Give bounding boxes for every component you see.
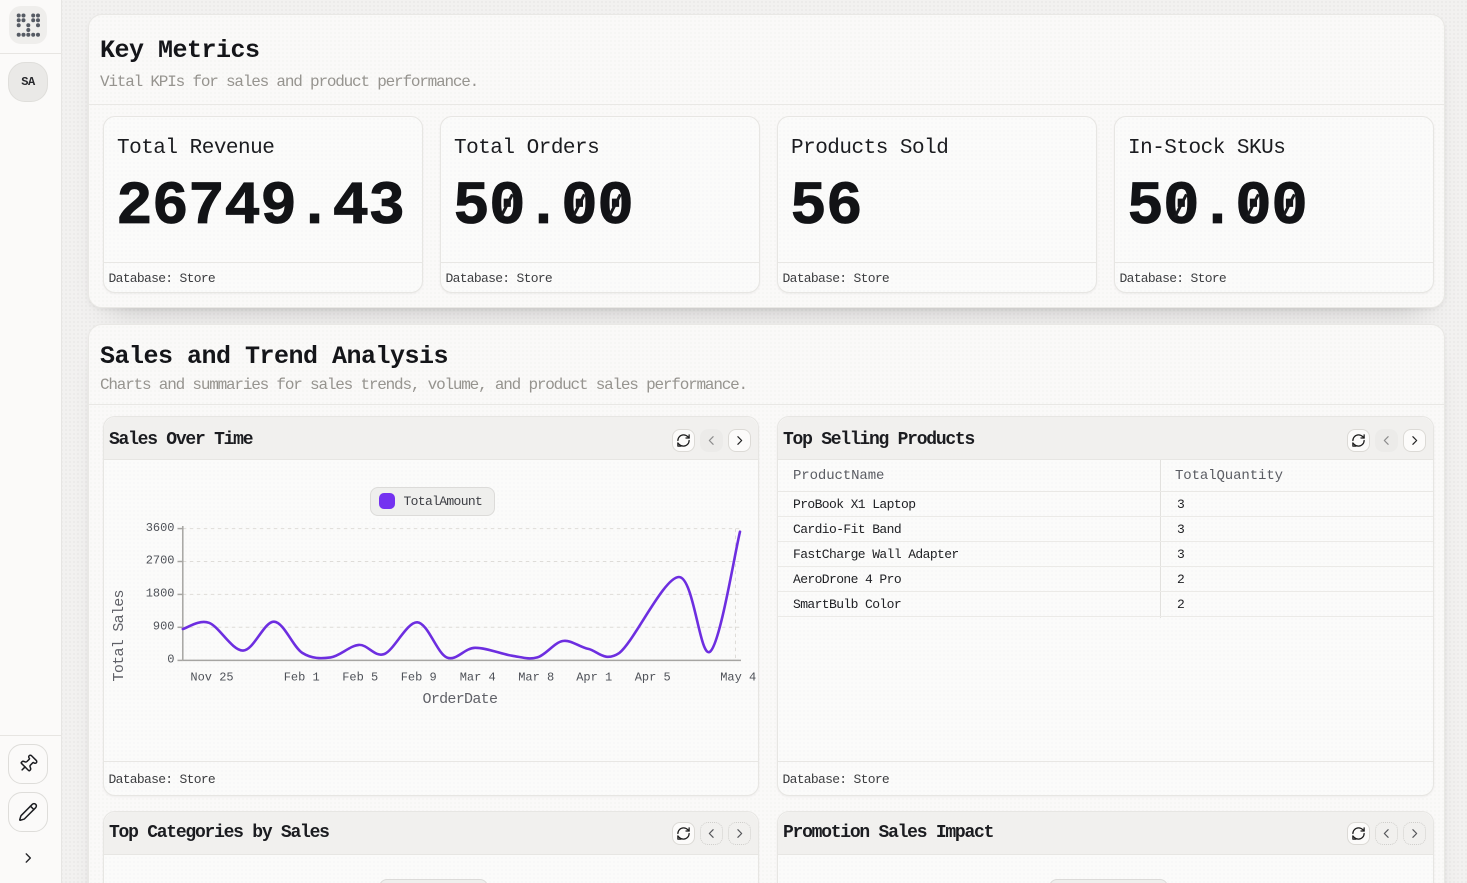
svg-text:Apr 5: Apr 5	[635, 671, 671, 685]
svg-text:Nov 25: Nov 25	[190, 671, 233, 685]
svg-text:OrderDate: OrderDate	[423, 691, 498, 708]
svg-text:0: 0	[167, 652, 174, 666]
svg-text:Apr 1: Apr 1	[576, 671, 612, 685]
svg-text:Feb 5: Feb 5	[342, 671, 378, 685]
svg-text:Total Sales: Total Sales	[111, 590, 128, 681]
svg-text:Feb 1: Feb 1	[284, 671, 320, 685]
svg-text:Mar 8: Mar 8	[518, 671, 554, 685]
svg-text:May 4: May 4	[720, 671, 756, 685]
svg-text:Feb 9: Feb 9	[401, 671, 437, 685]
svg-text:1800: 1800	[146, 587, 175, 601]
svg-text:3600: 3600	[146, 521, 175, 535]
svg-text:Mar 4: Mar 4	[460, 671, 496, 685]
svg-text:900: 900	[153, 620, 175, 634]
svg-text:2700: 2700	[146, 554, 175, 568]
